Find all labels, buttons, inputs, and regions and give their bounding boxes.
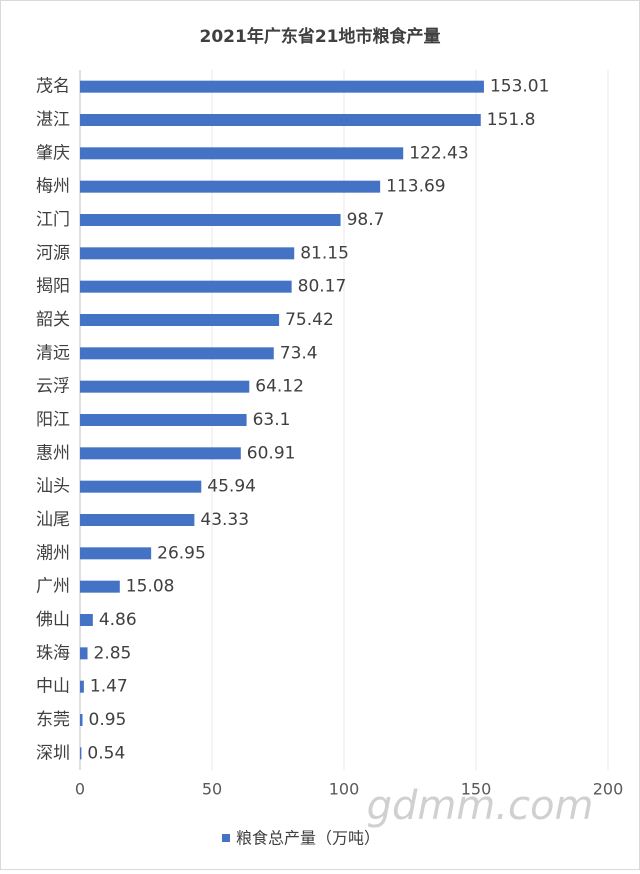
bar bbox=[80, 514, 195, 526]
data-label: 0.95 bbox=[89, 710, 127, 730]
bar bbox=[80, 447, 241, 460]
y-tick-label: 梅州 bbox=[36, 177, 70, 197]
watermark: gdmm.com bbox=[367, 783, 594, 829]
data-label: 26.95 bbox=[157, 543, 206, 563]
y-tick-label: 江门 bbox=[36, 210, 70, 230]
bar bbox=[80, 80, 484, 93]
y-tick-label: 茂名 bbox=[36, 77, 70, 97]
y-tick-label: 广州 bbox=[36, 577, 70, 597]
y-tick-label: 汕尾 bbox=[36, 510, 70, 530]
bar bbox=[80, 280, 292, 293]
bar bbox=[80, 647, 88, 660]
bar bbox=[80, 614, 93, 626]
bar bbox=[80, 314, 280, 326]
bar bbox=[80, 547, 152, 560]
x-tick-label: 50 bbox=[202, 780, 222, 799]
x-tick-label: 100 bbox=[329, 780, 360, 799]
bar bbox=[80, 180, 381, 193]
bar bbox=[80, 580, 120, 593]
data-label: 15.08 bbox=[126, 577, 175, 597]
bar bbox=[80, 714, 83, 726]
bar bbox=[80, 347, 274, 360]
legend-marker bbox=[222, 834, 230, 842]
data-label: 98.7 bbox=[347, 210, 385, 230]
y-tick-label: 肇庆 bbox=[36, 143, 70, 163]
y-tick-label: 揭阳 bbox=[36, 277, 70, 297]
data-label: 75.42 bbox=[285, 310, 334, 330]
bar bbox=[80, 414, 247, 426]
data-label: 80.17 bbox=[298, 277, 347, 297]
bar bbox=[80, 247, 295, 260]
data-label: 60.91 bbox=[247, 443, 296, 463]
y-tick-label: 湛江 bbox=[36, 110, 70, 130]
bar bbox=[80, 147, 404, 160]
y-tick-label: 清远 bbox=[36, 343, 70, 363]
y-tick-label: 韶关 bbox=[36, 310, 70, 330]
data-label: 1.47 bbox=[90, 677, 128, 697]
data-label: 63.1 bbox=[253, 410, 291, 430]
y-tick-label: 深圳 bbox=[36, 743, 70, 763]
data-label: 73.4 bbox=[280, 343, 318, 363]
y-tick-label: 中山 bbox=[36, 677, 70, 697]
y-tick-label: 佛山 bbox=[36, 610, 70, 630]
x-tick-label: 200 bbox=[593, 780, 624, 799]
data-label: 2.85 bbox=[94, 643, 132, 663]
y-tick-label: 云浮 bbox=[36, 377, 70, 397]
legend-label: 粮食总产量（万吨） bbox=[236, 829, 380, 848]
data-label: 4.86 bbox=[99, 610, 137, 630]
y-tick-label: 东莞 bbox=[36, 710, 70, 730]
data-label: 151.8 bbox=[487, 110, 536, 130]
data-label: 81.15 bbox=[300, 243, 349, 263]
data-label: 0.54 bbox=[87, 743, 125, 763]
x-tick-label: 0 bbox=[75, 780, 85, 799]
bar bbox=[80, 214, 341, 226]
bar bbox=[80, 747, 82, 760]
chart-title: 2021年广东省21地市粮食产量 bbox=[200, 26, 441, 47]
y-tick-label: 惠州 bbox=[36, 443, 70, 463]
bar bbox=[80, 114, 481, 126]
data-label: 64.12 bbox=[255, 377, 304, 397]
data-label: 122.43 bbox=[409, 143, 468, 163]
y-tick-label: 河源 bbox=[36, 243, 70, 263]
bar bbox=[80, 380, 250, 393]
bar bbox=[80, 480, 202, 493]
data-label: 45.94 bbox=[207, 477, 256, 497]
data-label: 153.01 bbox=[490, 77, 549, 97]
y-tick-label: 潮州 bbox=[36, 543, 70, 563]
x-tick-label: 150 bbox=[461, 780, 492, 799]
data-label: 113.69 bbox=[386, 177, 445, 197]
y-tick-label: 珠海 bbox=[36, 643, 70, 663]
y-tick-label: 阳江 bbox=[36, 410, 70, 430]
bar bbox=[80, 680, 84, 693]
data-label: 43.33 bbox=[200, 510, 249, 530]
y-tick-label: 汕头 bbox=[36, 477, 70, 497]
